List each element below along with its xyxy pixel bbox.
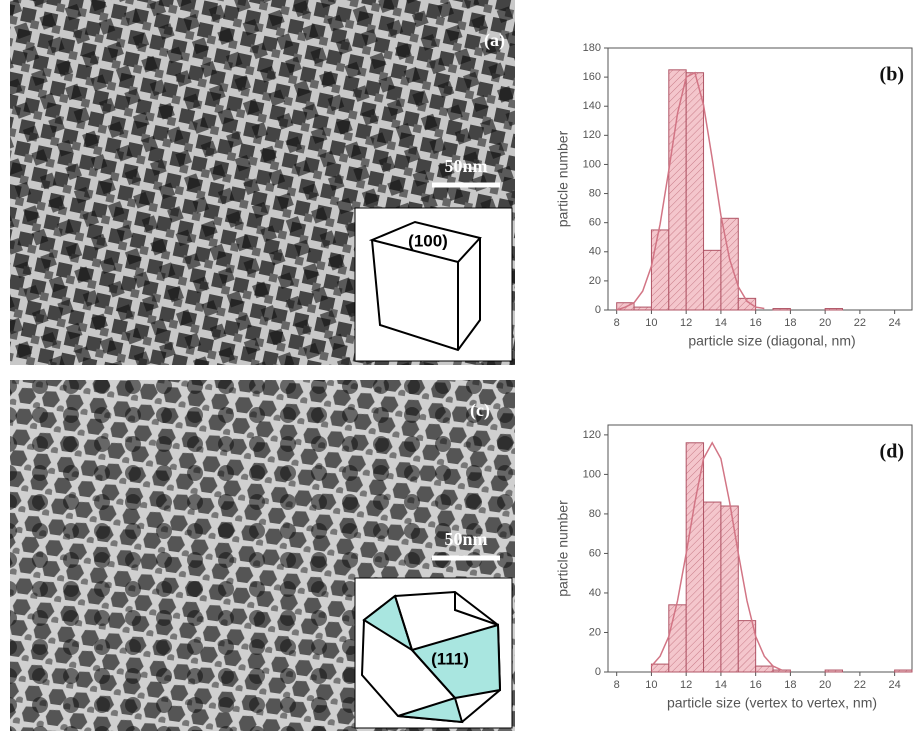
bar — [703, 501, 722, 673]
bar — [650, 229, 670, 311]
y-tick-label: 20 — [589, 626, 601, 638]
y-tick-label: 120 — [583, 129, 601, 141]
x-tick-label: 12 — [680, 317, 692, 329]
x-tick-label: 8 — [614, 317, 620, 329]
fit-curve — [650, 441, 783, 671]
bar — [720, 505, 739, 673]
x-axis-label: particle size (vertex to vertex, nm) — [667, 695, 877, 711]
x-tick-label: 20 — [819, 317, 831, 329]
y-axis-label: particle number — [555, 130, 571, 227]
inset — [354, 207, 513, 362]
y-tick-label: 140 — [583, 100, 601, 112]
x-tick-label: 16 — [750, 317, 762, 329]
bar — [824, 308, 844, 311]
y-tick-label: 80 — [589, 187, 601, 199]
scale-bar-label: 50nm — [444, 156, 487, 176]
x-tick-label: 10 — [645, 679, 657, 691]
y-tick-label: 60 — [589, 547, 601, 559]
y-tick-label: 160 — [583, 71, 601, 83]
y-tick-label: 40 — [589, 587, 601, 599]
plot-frame — [607, 424, 913, 673]
octahedron-drawing — [360, 590, 502, 724]
y-axis-label: particle number — [555, 500, 571, 597]
x-tick-label: 14 — [715, 679, 727, 691]
bar — [824, 669, 844, 673]
y-tick-label: 40 — [589, 246, 601, 258]
x-tick-label: 24 — [889, 679, 901, 691]
x-tick-label: 14 — [715, 317, 727, 329]
y-tick-label: 60 — [589, 217, 601, 229]
facet-label: (111) — [431, 649, 469, 668]
tem-image-a: (a) 50nm (100) — [10, 0, 515, 365]
bar — [772, 669, 791, 673]
bar — [737, 620, 757, 673]
y-tick-label: 20 — [589, 275, 601, 287]
y-tick-label: 100 — [583, 468, 601, 480]
y-tick-label: 0 — [595, 304, 601, 316]
bar — [685, 72, 705, 311]
y-tick-label: 0 — [595, 666, 601, 678]
y-tick-label: 180 — [583, 42, 601, 54]
panel-label: (a) — [484, 30, 505, 51]
bar — [737, 297, 757, 311]
bar — [720, 217, 739, 311]
x-tick-label: 22 — [854, 679, 866, 691]
scale-bar-label: 50nm — [444, 529, 487, 549]
cube-drawing — [368, 220, 482, 352]
bar — [633, 306, 652, 311]
bar — [772, 308, 791, 311]
facet-label: (100) — [408, 231, 448, 250]
panel-label: (c) — [470, 400, 490, 421]
x-tick-label: 18 — [784, 679, 796, 691]
bar — [685, 442, 705, 673]
x-tick-label: 16 — [750, 679, 762, 691]
x-tick-label: 22 — [854, 317, 866, 329]
x-tick-label: 24 — [889, 317, 901, 329]
x-tick-label: 20 — [819, 679, 831, 691]
bar — [755, 665, 774, 673]
plot-frame — [607, 47, 913, 311]
bar — [668, 69, 687, 311]
x-tick-label: 18 — [784, 317, 796, 329]
panel-label: (d) — [880, 441, 904, 463]
x-tick-label: 12 — [680, 679, 692, 691]
x-tick-label: 8 — [614, 679, 620, 691]
bar — [668, 604, 687, 673]
y-tick-label: 80 — [589, 508, 601, 520]
panel-label: (b) — [880, 64, 904, 86]
bar — [650, 663, 670, 673]
fit-curve — [616, 71, 765, 311]
tem-image-c: (c) 50nm (111) — [10, 380, 515, 731]
y-tick-label: 100 — [583, 158, 601, 170]
y-tick-label: 120 — [583, 429, 601, 441]
bar — [703, 249, 722, 311]
x-axis-label: particle size (diagonal, nm) — [688, 333, 855, 349]
bar — [894, 669, 913, 673]
x-tick-label: 10 — [645, 317, 657, 329]
